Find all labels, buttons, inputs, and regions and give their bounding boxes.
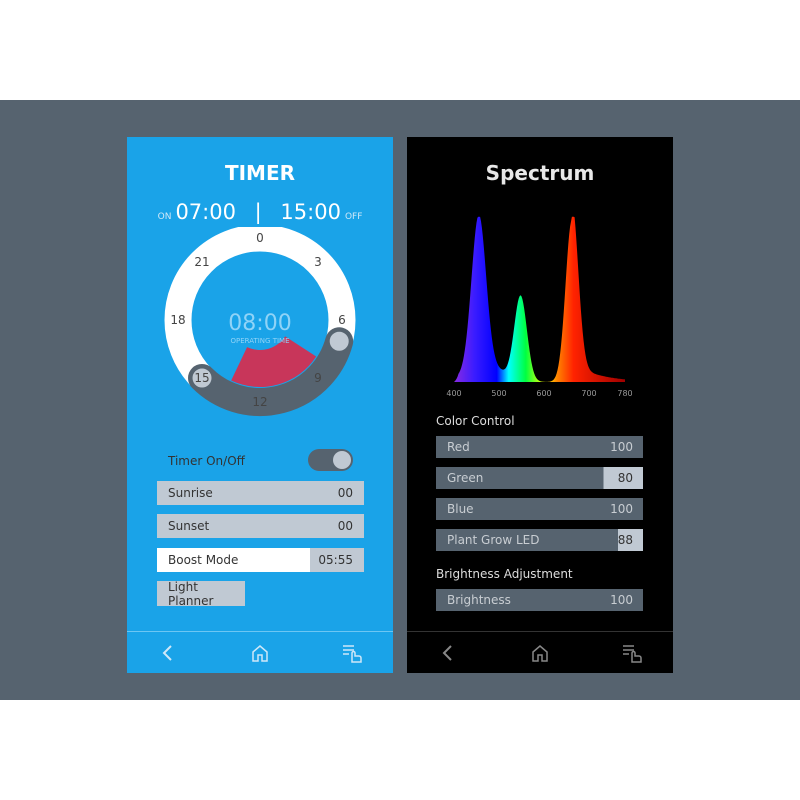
x-tick-label: 400: [446, 389, 461, 398]
start-handle[interactable]: [326, 328, 352, 354]
light-planner-button[interactable]: Light Planner: [157, 580, 245, 608]
page-title: TIMER: [224, 161, 296, 185]
back-icon[interactable]: [157, 642, 179, 664]
sunset-label: Sunset: [168, 519, 210, 533]
end-handle[interactable]: [189, 365, 215, 391]
brightness-slider[interactable]: Brightness 100: [436, 589, 643, 611]
hour-label: 18: [170, 313, 185, 327]
spectrum-chart: 400 500 600 700 780: [446, 216, 633, 398]
boost-mode-row[interactable]: Boost Mode 05:55: [157, 548, 364, 572]
bottom-nav: [407, 631, 673, 673]
timer-toggle[interactable]: [308, 449, 353, 471]
hour-label: 21: [194, 255, 209, 269]
channel-value: 88: [617, 533, 633, 547]
menu-touch-icon[interactable]: [341, 642, 363, 664]
menu-touch-icon[interactable]: [621, 642, 643, 664]
operating-time: 08:00: [228, 311, 291, 336]
channel-label: Plant Grow LED: [447, 533, 540, 547]
spectrum-area: [454, 216, 625, 382]
brightness-value: 100: [610, 593, 633, 607]
channel-value: 100: [610, 440, 633, 454]
sunset-row[interactable]: Sunset 00: [157, 514, 364, 538]
home-icon[interactable]: [249, 642, 271, 664]
sunrise-row[interactable]: Sunrise 00: [157, 481, 364, 505]
hour-label: 12: [252, 395, 267, 409]
hour-label: 15: [194, 371, 209, 385]
toggle-label: Timer On/Off: [168, 454, 245, 468]
channel-label: Green: [447, 471, 484, 485]
boost-label: Boost Mode: [168, 553, 239, 567]
on-time[interactable]: 07:00: [175, 200, 236, 224]
brightness-adjustment-label: Brightness Adjustment: [436, 567, 573, 581]
separator: |: [254, 200, 262, 224]
channel-value: 80: [617, 471, 633, 485]
back-icon[interactable]: [437, 642, 459, 664]
page-title: Spectrum: [485, 161, 595, 185]
timer-screen: TIMER ON 07:00 | 15:00 OFF 0 3 6 9 12 15 18 21 08:…: [127, 137, 393, 673]
operating-wedge: [231, 336, 317, 387]
boost-value: 05:55: [318, 553, 353, 567]
x-tick-label: 500: [491, 389, 506, 398]
x-tick-label: 780: [617, 389, 632, 398]
background-band: [0, 100, 800, 700]
hour-label: 3: [314, 255, 322, 269]
hour-label: 9: [314, 371, 322, 385]
hour-label: 6: [338, 313, 346, 327]
on-period-arc[interactable]: [188, 327, 354, 416]
timer-toggle-row: Timer On/Off: [157, 449, 364, 473]
sunrise-label: Sunrise: [168, 486, 213, 500]
home-icon[interactable]: [529, 642, 551, 664]
hour-label: 0: [256, 231, 264, 245]
channel-slider-red[interactable]: Red 100: [436, 436, 643, 458]
sunset-value: 00: [337, 519, 353, 533]
channel-label: Red: [447, 440, 470, 454]
operating-time-label: OPERATING TIME: [230, 337, 289, 345]
channel-slider-plant-grow-led[interactable]: Plant Grow LED 88: [436, 529, 643, 551]
spectrum-screen: Spectrum 400 500 600 700 780 Color Control R…: [407, 137, 673, 673]
channel-label: Blue: [447, 502, 474, 516]
channel-slider-green[interactable]: Green 80: [436, 467, 643, 489]
off-label: OFF: [344, 212, 363, 222]
on-off-times: ON 07:00 | 15:00 OFF: [127, 200, 393, 224]
x-tick-label: 700: [581, 389, 596, 398]
sunrise-value: 00: [337, 486, 353, 500]
color-control-label: Color Control: [436, 414, 515, 428]
toggle-knob: [333, 451, 351, 469]
bottom-nav: [127, 631, 393, 673]
brightness-label: Brightness: [447, 593, 511, 607]
off-time[interactable]: 15:00: [280, 200, 341, 224]
channel-value: 100: [610, 502, 633, 516]
channel-slider-blue[interactable]: Blue 100: [436, 498, 643, 520]
on-label: ON: [157, 212, 172, 222]
x-tick-label: 600: [536, 389, 551, 398]
